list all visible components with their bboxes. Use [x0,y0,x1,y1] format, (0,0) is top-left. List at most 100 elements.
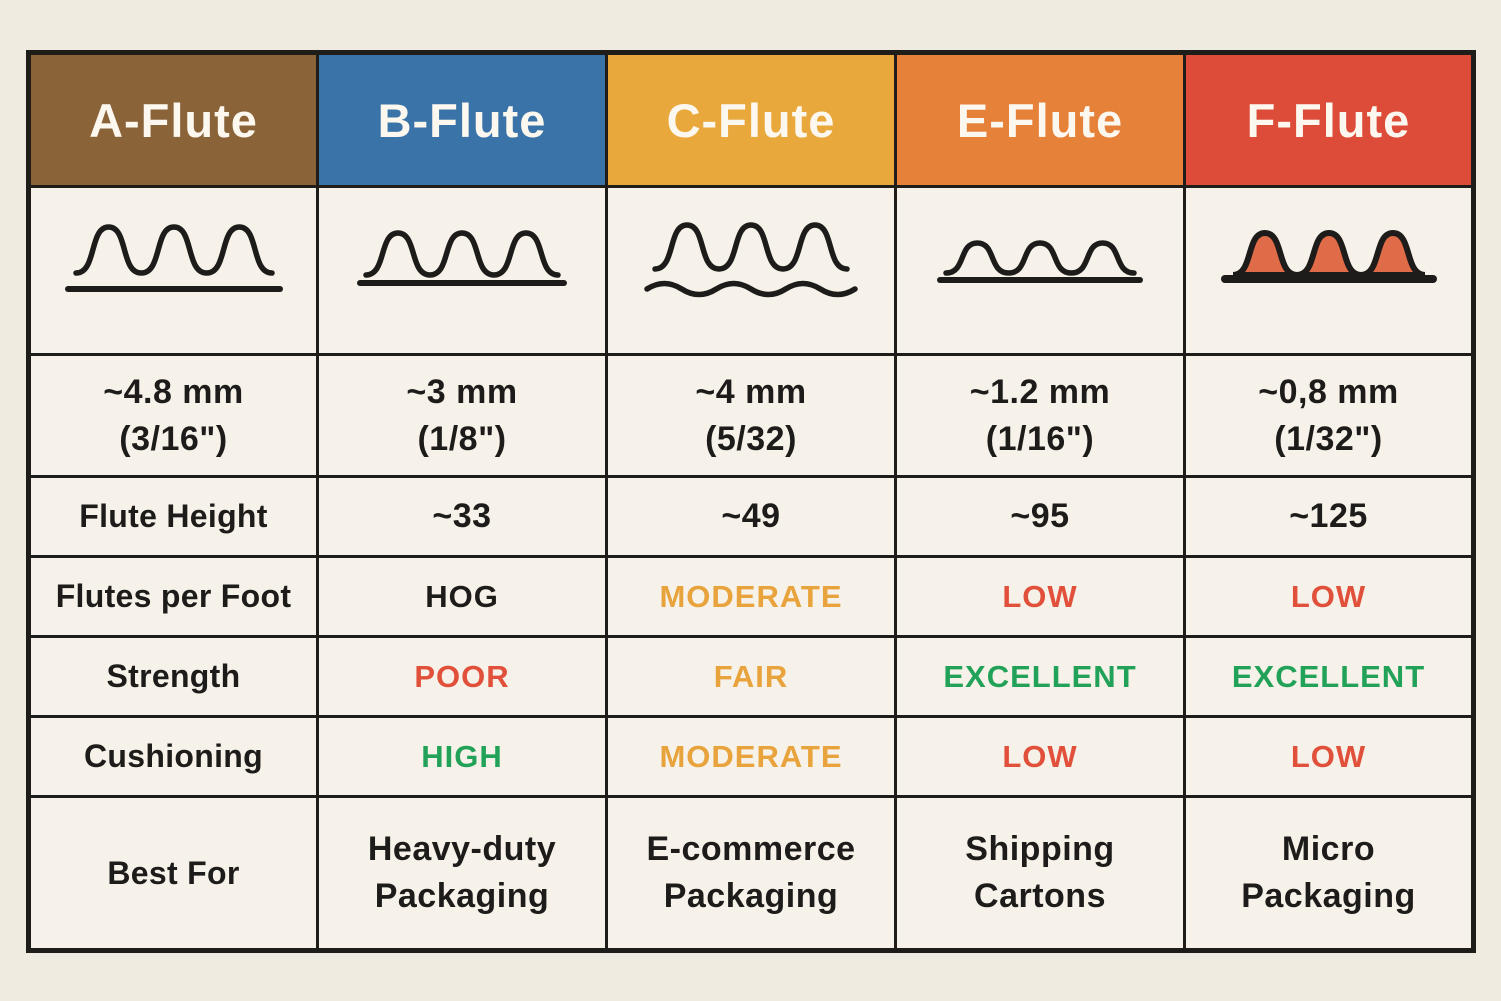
row-label: Best For [32,851,315,895]
wave-row [27,185,1475,356]
cell-text: E-commerce Packaging [610,826,893,920]
text-line: ~49 [721,497,781,536]
wave-cell-f-flute [1183,185,1475,356]
text-line: Packaging [1241,877,1416,915]
text-line: HOG [425,578,499,614]
row-flute-height: Flute Height ~33 ~49 ~95 ~125 [27,475,1475,558]
cell-text: LOW [899,738,1182,775]
flute-wave-icon-a-flute [64,223,283,292]
cell-strength-f-flute: EXCELLENT [1183,635,1475,718]
row-best-for: Best For Heavy-duty Packaging E-commerce Pac… [27,795,1475,952]
wave-cell-c-flute [605,185,897,356]
cell-text: EXCELLENT [899,658,1182,695]
cell-text: HIGH [321,739,604,775]
wave-cell-b-flute [316,185,608,356]
text-line: (1/32") [1274,419,1383,458]
cell-text: ~95 [899,493,1182,540]
cell-thickness-e-flute: ~1.2 mm (1/16") [894,353,1186,478]
text-line: Packaging [663,877,839,915]
column-header-b-flute: B-Flute [316,51,608,188]
wave-cell-a-flute [27,185,319,356]
text-line: Flutes per Foot [55,578,292,615]
text-line: (1/16") [985,419,1095,458]
row-label: Flutes per Foot [32,574,315,618]
cell-flutes-per-foot-f-flute: LOW [1183,555,1475,638]
text-line: MODERATE [659,578,843,614]
text-line: Flute Height [79,498,268,535]
cell-text: Shipping Cartons [899,826,1182,920]
text-line: FAIR [713,658,789,694]
cell-flute-height-a-flute: Flute Height [27,475,319,558]
cell-text: Micro Packaging [1188,826,1471,920]
cell-best-for-f-flute: Micro Packaging [1183,795,1475,952]
cell-cushioning-e-flute: LOW [894,715,1186,798]
cell-cushioning-c-flute: MODERATE [605,715,897,798]
text-line: ~3 mm [406,372,518,411]
text-line: ~0,8 mm [1258,372,1399,411]
text-line: Packaging [374,877,550,915]
cell-cushioning-b-flute: HIGH [316,715,608,798]
cell-flutes-per-foot-c-flute: MODERATE [605,555,897,638]
row-label: Strength [32,654,315,698]
text-line: (5/32) [705,419,797,458]
text-line: MODERATE [659,738,843,774]
cell-thickness-c-flute: ~4 mm (5/32) [605,353,897,478]
flute-comparison-table: A-Flute B-Flute C-Flute E-Flute F-Flute ~4.8 … [26,50,1476,953]
cell-text: ~0,8 mm (1/32") [1188,369,1471,463]
text-line: ~1.2 mm [969,372,1111,411]
cell-text: ~33 [321,493,604,540]
text-line: Best For [107,854,240,891]
header-row: A-Flute B-Flute C-Flute E-Flute F-Flute [27,51,1475,188]
cell-text: ~49 [610,493,893,540]
text-line: Strength [106,658,241,695]
cell-thickness-a-flute: ~4.8 mm (3/16") [27,353,319,478]
text-line: ~33 [432,497,492,536]
cell-best-for-b-flute: Heavy-duty Packaging [316,795,608,952]
text-line: EXCELLENT [943,658,1137,694]
cell-text: LOW [899,578,1182,615]
text-line: EXCELLENT [1231,658,1426,694]
cell-strength-b-flute: POOR [316,635,608,718]
cell-best-for-e-flute: Shipping Cartons [894,795,1186,952]
cell-text: ~125 [1188,493,1471,540]
cell-text: MODERATE [610,578,893,615]
text-line: LOW [1002,578,1078,614]
text-line: E-commerce [646,830,856,869]
cell-text: ~1.2 mm (1/16") [899,369,1182,463]
cell-text: LOW [1188,739,1471,775]
column-header-a-flute: A-Flute [27,51,319,188]
column-header-e-flute: E-Flute [894,51,1186,188]
cell-flutes-per-foot-e-flute: LOW [894,555,1186,638]
cell-flute-height-e-flute: ~95 [894,475,1186,558]
cell-thickness-b-flute: ~3 mm (1/8") [316,353,608,478]
column-header-c-flute: C-Flute [605,51,897,188]
text-line: ~95 [1010,497,1070,536]
text-line: LOW [1290,578,1367,614]
cell-text: POOR [321,659,604,695]
cell-text: ~3 mm (1/8") [321,369,604,463]
row-flutes-per-foot: Flutes per Foot HOG MODERATE LOW LOW [27,555,1475,638]
cell-flute-height-b-flute: ~33 [316,475,608,558]
row-thickness: ~4.8 mm (3/16") ~3 mm (1/8") ~4 mm (5/32) ~1.2… [27,353,1475,478]
wave-cell-e-flute [894,185,1186,356]
cell-flutes-per-foot-b-flute: HOG [316,555,608,638]
text-line: Cartons [974,877,1106,915]
flute-wave-icon-c-flute [644,221,858,297]
cell-text: ~4.8 mm (3/16") [32,369,315,463]
cell-cushioning-a-flute: Cushioning [27,715,319,798]
text-line: (3/16") [119,419,228,458]
cell-strength-a-flute: Strength [27,635,319,718]
cell-cushioning-f-flute: LOW [1183,715,1475,798]
text-line: Heavy-duty [367,830,557,869]
row-cushioning: Cushioning HIGH MODERATE LOW LOW [27,715,1475,798]
cell-strength-e-flute: EXCELLENT [894,635,1186,718]
cell-best-for-a-flute: Best For [27,795,319,952]
text-line: LOW [1002,738,1078,774]
flute-table-body: A-Flute B-Flute C-Flute E-Flute F-Flute ~4.8 … [27,51,1475,952]
text-line: (1/8") [417,419,507,458]
cell-flute-height-f-flute: ~125 [1183,475,1475,558]
flute-wave-icon-f-flute [1220,229,1437,283]
cell-text: MODERATE [610,738,893,775]
row-label: Flute Height [32,494,315,538]
